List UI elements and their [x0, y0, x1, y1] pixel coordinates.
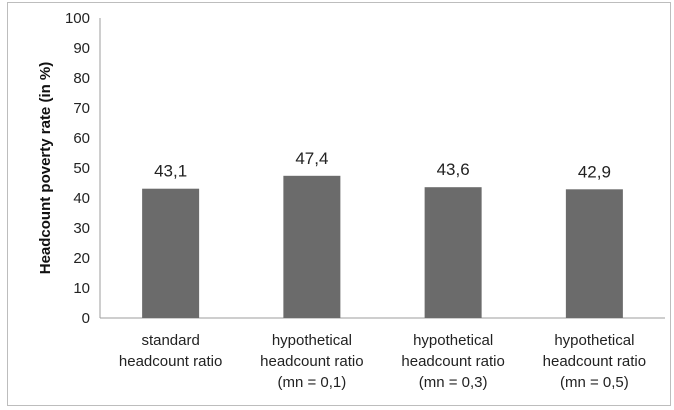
- y-tick-label: 60: [73, 130, 90, 147]
- data-label-group: 43,1 47,4 43,6 42,9: [154, 149, 611, 182]
- category-label: (mn = 0,3): [419, 374, 488, 391]
- y-tick-label: 10: [73, 280, 90, 297]
- bar: [424, 187, 482, 318]
- category-label: hypothetical: [413, 332, 493, 349]
- bar: [565, 189, 623, 318]
- category-label: (mn = 0,5): [560, 374, 629, 391]
- data-label: 43,6: [437, 160, 470, 179]
- data-label: 43,1: [154, 162, 187, 181]
- data-label: 42,9: [578, 162, 611, 181]
- y-tick-label: 20: [73, 250, 90, 267]
- category-label: headcount ratio: [119, 353, 222, 370]
- category-label: standard: [141, 332, 199, 349]
- y-tick-group: 0 10 20 30 40 50 60 70 80 90 100: [65, 10, 90, 327]
- y-tick-label: 0: [82, 310, 90, 327]
- category-label: headcount ratio: [543, 353, 646, 370]
- data-label: 47,4: [295, 149, 328, 168]
- bar-group: [142, 175, 623, 318]
- y-tick-label: 80: [73, 70, 90, 87]
- y-tick-label: 50: [73, 160, 90, 177]
- y-tick-label: 40: [73, 190, 90, 207]
- category-label: hypothetical: [272, 332, 352, 349]
- bar: [142, 188, 200, 318]
- y-tick-label: 90: [73, 40, 90, 57]
- category-label: (mn = 0,1): [277, 374, 346, 391]
- y-tick-label: 30: [73, 220, 90, 237]
- y-axis-label: Headcount poverty rate (in %): [37, 62, 54, 275]
- bar: [283, 175, 341, 318]
- y-tick-label: 70: [73, 100, 90, 117]
- category-label: headcount ratio: [401, 353, 504, 370]
- category-label-group: standard headcount ratio hypothetical headc…: [119, 332, 646, 391]
- category-label: hypothetical: [554, 332, 634, 349]
- category-label: headcount ratio: [260, 353, 363, 370]
- y-tick-label: 100: [65, 10, 90, 27]
